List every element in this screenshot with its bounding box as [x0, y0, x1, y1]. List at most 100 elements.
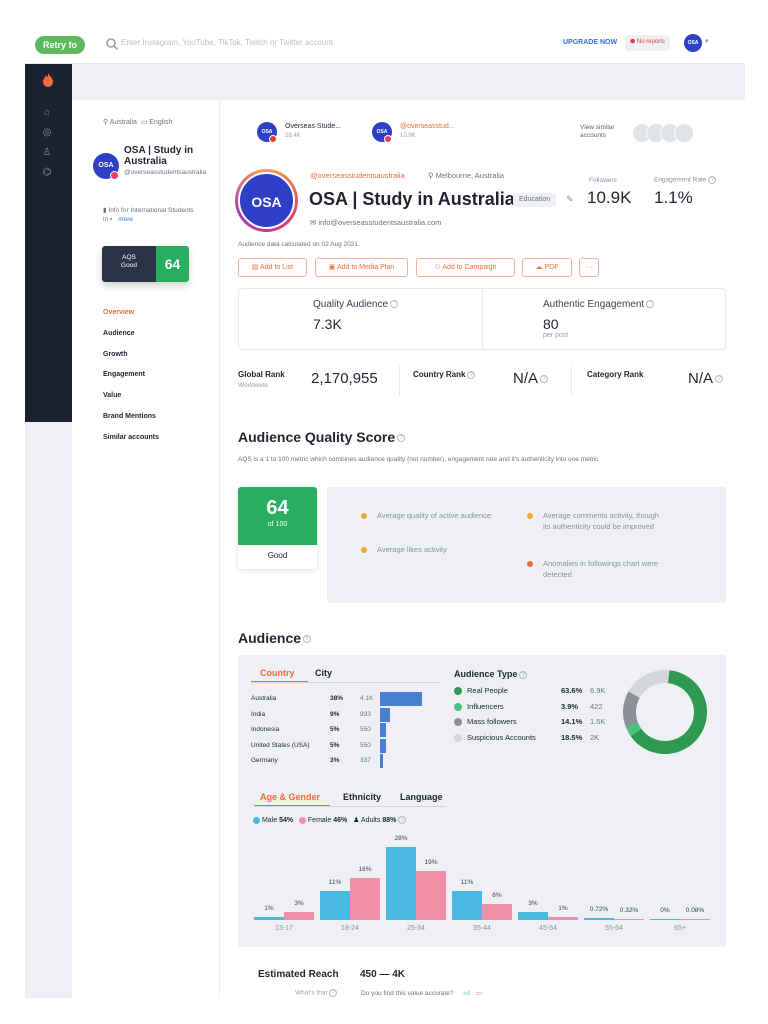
- reports-icon: ⬣: [630, 39, 637, 45]
- profile-panel: [72, 100, 220, 998]
- chart-icon[interactable]: ⌬: [42, 167, 52, 178]
- help-icon[interactable]: ?: [519, 670, 528, 679]
- authentic-engagement-value: 80: [543, 316, 559, 332]
- type-dot: [454, 702, 462, 711]
- account-location: ⚲ Melbourne, Australia: [428, 171, 504, 180]
- more-button[interactable]: ···: [579, 258, 599, 277]
- help-icon[interactable]: ?: [467, 370, 476, 379]
- header-background: [72, 64, 745, 100]
- button-label: Add to Campaign: [442, 264, 497, 271]
- aqs-description: AQS is a 1 to 100 metric which combines …: [238, 456, 599, 463]
- help-icon[interactable]: ?: [390, 300, 399, 309]
- menu-item-overview[interactable]: Overview: [103, 309, 135, 316]
- male-bar-label: 11%: [460, 879, 474, 887]
- help-icon[interactable]: ?: [398, 816, 407, 825]
- people-icon: ⚇: [434, 264, 443, 271]
- pdf-button[interactable]: ☁ PDF: [522, 258, 572, 277]
- top-bar: Retry fo Enter Instagram, YouTube, TikTo…: [25, 26, 745, 64]
- female-bar-label: 3%: [294, 900, 304, 908]
- age-category-label: 25-34: [407, 925, 425, 932]
- list-icon: ▤: [251, 264, 261, 271]
- help-icon[interactable]: ?: [646, 300, 655, 309]
- flame-icon[interactable]: [41, 72, 55, 88]
- tab-name: Overseas Stude...: [285, 123, 342, 130]
- home-icon[interactable]: ⌂: [43, 107, 51, 118]
- tab-age-gender[interactable]: Age & Gender: [260, 792, 321, 802]
- type-name: Real People: [467, 686, 508, 695]
- tab-divider: [254, 806, 446, 807]
- tab-ethnicity[interactable]: Ethnicity: [343, 792, 382, 802]
- add-to-list-button[interactable]: ▤ Add to List: [238, 258, 307, 277]
- country-count: 550: [360, 741, 371, 749]
- female-bar-label: 19%: [424, 858, 438, 866]
- type-name: Influencers: [467, 701, 504, 711]
- female-bar: [614, 918, 644, 920]
- tab-country[interactable]: Country: [260, 668, 295, 678]
- tab-overseasstudents-instagram[interactable]: OSA @overseasstud... 10.9K: [364, 114, 470, 150]
- age-category-label: 65+: [674, 925, 686, 932]
- compass-icon[interactable]: ◎: [42, 127, 52, 138]
- type-name: Suspicious Accounts: [467, 732, 536, 742]
- help-icon[interactable]: ?: [715, 375, 724, 384]
- user-avatar[interactable]: OSA: [684, 34, 702, 52]
- help-icon[interactable]: ?: [540, 375, 549, 384]
- aqs-value: 64: [156, 246, 189, 282]
- search-input[interactable]: Enter Instagram, YouTube, TikTok, Twitch…: [121, 38, 333, 47]
- country-rank-value: N/A?: [513, 370, 549, 387]
- whats-that-link[interactable]: What's that?: [295, 989, 338, 997]
- aqs-bullets-panel: Average quality of active audience Avera…: [327, 487, 726, 603]
- thumbs-up-icon[interactable]: 👍︎: [463, 990, 471, 997]
- female-bar-label: 16%: [358, 866, 372, 874]
- no-reports-label: No reports: [636, 39, 665, 45]
- country-bar: [380, 754, 384, 768]
- whats-that-text: What's that: [295, 989, 328, 997]
- divider: [482, 289, 483, 349]
- menu-item-audience[interactable]: Audience: [103, 330, 135, 337]
- audience-title-text: Audience: [238, 630, 302, 646]
- male-bar-label: 0%: [660, 906, 670, 914]
- female-dot: [298, 816, 306, 824]
- tab-language[interactable]: Language: [400, 792, 443, 802]
- menu-item-engagement[interactable]: Engagement: [103, 371, 146, 378]
- followers-value: 10.9K: [587, 188, 632, 207]
- metrics-box: [238, 288, 726, 350]
- country-bar: [380, 707, 390, 722]
- tab-city[interactable]: City: [315, 668, 333, 678]
- menu-item-growth[interactable]: Growth: [103, 351, 128, 358]
- type-count: 2K: [590, 732, 600, 742]
- account-email[interactable]: ✉ info@overseasstudentsaustralia.com: [310, 218, 441, 227]
- score-of: of 100: [267, 521, 288, 528]
- help-icon[interactable]: ?: [708, 176, 717, 184]
- more-link[interactable]: more: [118, 216, 133, 223]
- type-dot: [454, 733, 462, 742]
- add-to-media-plan-button[interactable]: ▣ Add to Media Plan: [315, 258, 408, 277]
- main-avatar: OSA: [238, 172, 295, 229]
- female-bar: [680, 918, 710, 920]
- no-reports-badge[interactable]: ⬣ No reports: [625, 35, 670, 51]
- add-to-campaign-button[interactable]: ⚇ Add to Campaign: [416, 258, 515, 277]
- user-icon[interactable]: ♙: [42, 147, 52, 158]
- female-bar-label: 0.08%: [685, 906, 705, 914]
- aqs-summary-card[interactable]: AQS Good 64: [102, 246, 189, 282]
- aqs-section-title: Audience Quality Score?: [238, 429, 406, 445]
- view-similar-button[interactable]: View similar accounts: [568, 114, 718, 152]
- menu-item-similar-accounts[interactable]: Similar accounts: [103, 434, 160, 441]
- pencil-icon[interactable]: ✎: [566, 194, 574, 204]
- chevron-down-icon[interactable]: ▾: [705, 38, 709, 45]
- tab-overseas-students[interactable]: OSA Overseas Stude... 28.4K: [249, 114, 359, 150]
- help-icon[interactable]: ?: [303, 635, 312, 644]
- aqs-label-block: AQS Good: [102, 246, 156, 282]
- account-handle[interactable]: @overseasstudentsaustralia: [310, 171, 405, 180]
- thumbs-down-icon[interactable]: ▭: [475, 990, 483, 997]
- country-name: Indonesia: [251, 726, 280, 733]
- ae-title-text: Authentic Engagement: [543, 299, 645, 310]
- engagement-rate-value: 1.1%: [654, 188, 693, 207]
- age-category-label: 45-54: [539, 925, 557, 932]
- retry-button[interactable]: Retry fo: [35, 36, 85, 54]
- upgrade-button[interactable]: UPGRADE NOW: [563, 39, 618, 46]
- help-icon[interactable]: ?: [397, 434, 406, 443]
- menu-item-value[interactable]: Value: [103, 392, 122, 399]
- menu-item-brand-mentions[interactable]: Brand Mentions: [103, 413, 156, 420]
- male-bar-label: 11%: [328, 879, 342, 887]
- page-title: OSA | Study in Australia: [309, 189, 515, 209]
